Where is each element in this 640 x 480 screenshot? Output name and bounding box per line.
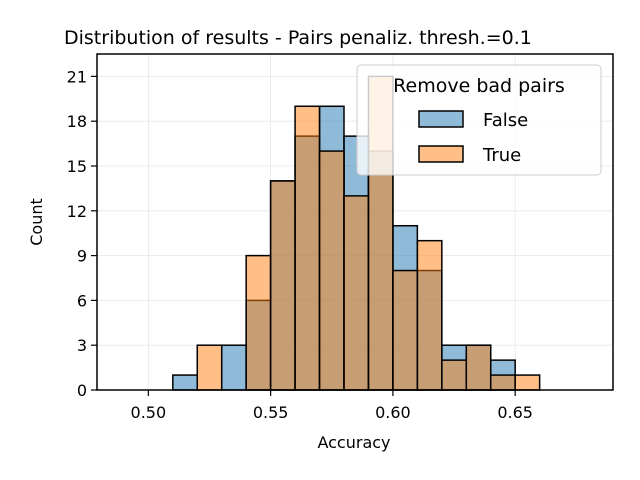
legend-swatch-false (418, 110, 464, 128)
histogram-bar-true (269, 180, 296, 391)
histogram-bar-false (220, 344, 247, 391)
histogram-bar-true (441, 359, 468, 391)
chart-title: Distribution of results - Pairs penaliz.… (64, 27, 532, 49)
y-tick-label: 3 (77, 336, 87, 355)
histogram-bar-true (465, 344, 492, 391)
y-tick-label: 9 (77, 247, 87, 266)
y-tick-label: 18 (67, 112, 87, 131)
x-axis-label: Accuracy (317, 433, 390, 452)
x-tick-label: 0.55 (253, 403, 289, 422)
legend-label-true: True (482, 145, 521, 166)
axes-layer: 0.50 0.55 0.60 0.65 0 3 6 9 12 15 18 21 (67, 53, 614, 422)
x-tick-label: 0.65 (497, 403, 533, 422)
histogram-bar-true (489, 374, 516, 391)
y-tick-label: 21 (67, 67, 87, 86)
histogram-bar-true (343, 195, 370, 391)
y-tick-label: 0 (77, 381, 87, 400)
histogram-bar-true (514, 374, 541, 391)
y-axis-label: Count (27, 198, 46, 246)
legend-frame (356, 64, 602, 176)
y-tick-label: 15 (67, 157, 87, 176)
legend-label-false: False (483, 110, 528, 131)
histogram-bar-true (245, 254, 272, 391)
histogram-bar-false (172, 374, 199, 391)
bars-layer (172, 75, 541, 391)
legend-swatch-true (418, 145, 464, 163)
legend-title: Remove bad pairs (393, 75, 565, 97)
x-tick-label: 0.60 (375, 403, 411, 422)
y-tick-label: 12 (67, 202, 87, 221)
x-tick-label: 0.50 (131, 403, 167, 422)
histogram-bar-true (392, 269, 419, 391)
plot-frame (96, 53, 614, 391)
y-tick-label: 6 (77, 291, 87, 310)
histogram-bar-true (196, 344, 223, 391)
histogram-bar-true (416, 239, 443, 391)
histogram-bar-true (318, 150, 345, 391)
legend: Remove bad pairs False True (356, 64, 602, 176)
histogram-bar-true (294, 105, 321, 391)
